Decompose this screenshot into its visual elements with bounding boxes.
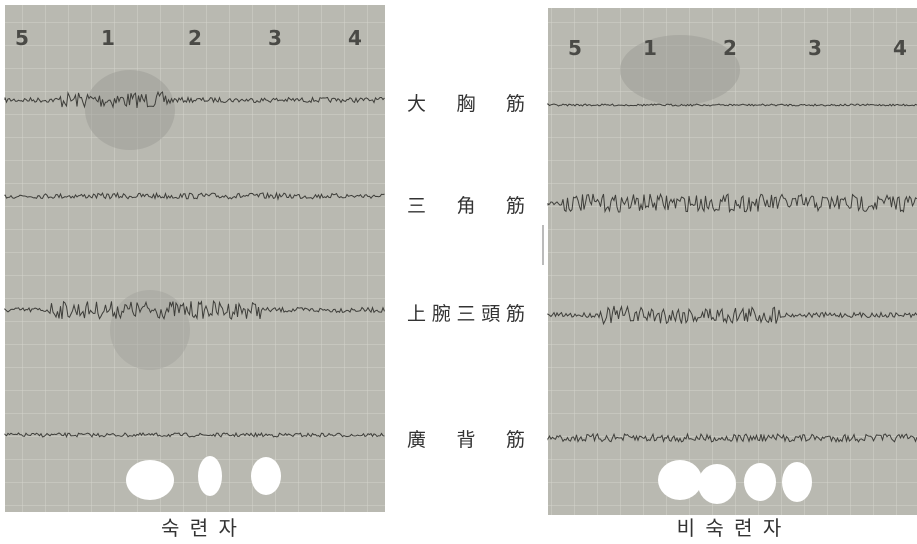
column-label: 4 — [893, 36, 907, 60]
muscle-label: 三 角 筋 — [407, 195, 525, 217]
column-label: 5 — [15, 26, 29, 50]
muscle-label: 大 胸 筋 — [407, 93, 525, 115]
column-label: 3 — [808, 36, 822, 60]
column-label: 2 — [723, 36, 737, 60]
muscle-label: 上腕三頭筋 — [407, 303, 525, 325]
figure: 5 1 2 3 4 5 1 2 3 4 숙 련 자 비 숙 련 자 大 胸 筋三 角 筋上腕三頭筋廣… — [0, 0, 917, 544]
column-label: 2 — [188, 26, 202, 50]
panel-caption: 비 숙 련 자 — [677, 516, 784, 540]
panel-caption: 숙 련 자 — [161, 516, 239, 540]
column-label: 1 — [101, 26, 115, 50]
column-label: 4 — [348, 26, 362, 50]
muscle-label: 廣 背 筋 — [407, 429, 525, 451]
column-label: 1 — [643, 36, 657, 60]
left-panel: 5 1 2 3 4 — [5, 5, 385, 512]
column-label: 5 — [568, 36, 582, 60]
column-label: 3 — [268, 26, 282, 50]
right-panel: 5 1 2 3 4 — [548, 8, 917, 515]
